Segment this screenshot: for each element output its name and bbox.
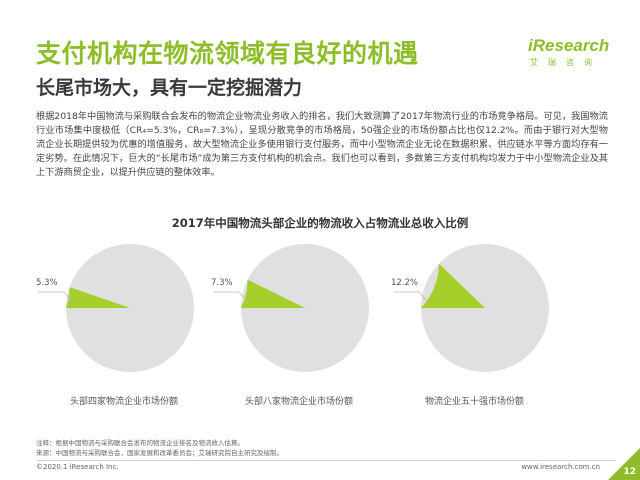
pie-1-category-label: 头部四家物流企业市场份额 xyxy=(70,397,179,407)
pie-1-share-slice xyxy=(66,287,130,308)
page-number: 12 xyxy=(623,467,636,477)
pie-2-value-label: 7.3% xyxy=(211,278,233,288)
pie-2-share-slice xyxy=(241,279,305,308)
note-line-2: 来源：中国物流与采购联合会，国家发展和改革委员会；艾瑞研究院自主研究及绘制。 xyxy=(36,449,283,457)
chart-title: 2017年中国物流头部企业的物流收入占物流业总收入比例 xyxy=(171,216,469,230)
pie-1-leader-line xyxy=(38,291,75,305)
pie-3-share-slice xyxy=(421,263,485,308)
pie-3-category-label: 物流企业五十强市场份额 xyxy=(425,397,525,407)
footer-divider xyxy=(36,460,616,461)
iresearch-logo: iResearch 艾瑞咨询 xyxy=(528,36,610,70)
logo-main-text: iResearch xyxy=(528,36,610,55)
pie-1-value-label: 5.3% xyxy=(36,278,58,288)
body-paragraph: 根据2018年中国物流与采购联合会发布的物流企业物流业务收入的排名，我们大致测算… xyxy=(36,111,608,178)
website-link: www.iresearch.com.cn xyxy=(521,463,600,471)
pie-3-value-label: 12.2% xyxy=(391,278,419,288)
pie-2-leader-line xyxy=(213,291,250,305)
notes: 注释：根据中国物流与采购联合会发布的物流企业排名及物流收入估算。 来源：中国物流… xyxy=(36,438,283,458)
page-subtitle: 长尾市场大，具有一定挖掘潜力 xyxy=(36,77,303,99)
logo-sub-text: 艾瑞咨询 xyxy=(530,58,602,67)
page-corner-decoration xyxy=(608,448,640,480)
page-title: 支付机构在物流领域有良好的机遇 xyxy=(36,39,419,68)
pie-3-leader-line xyxy=(393,291,430,305)
pie-2-category-label: 头部八家物流企业市场份额 xyxy=(245,397,354,407)
copyright: ©2020.1 iResearch Inc. xyxy=(36,463,119,471)
note-line-1: 注释：根据中国物流与采购联合会发布的物流企业排名及物流收入估算。 xyxy=(36,439,244,447)
